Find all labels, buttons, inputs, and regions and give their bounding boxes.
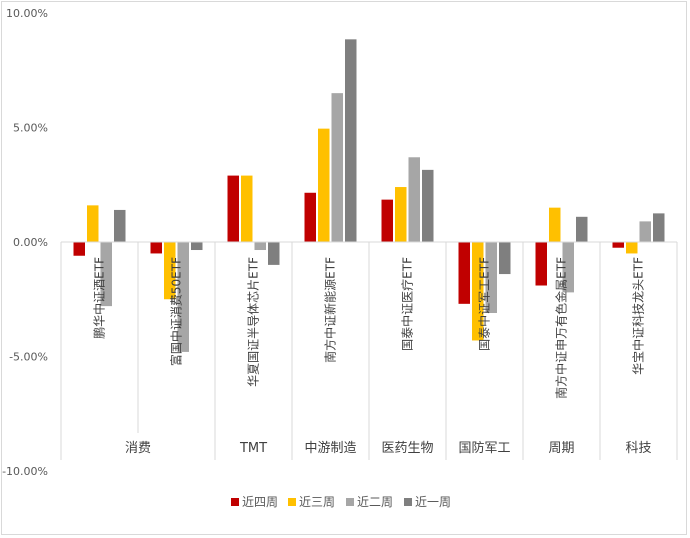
- group-label: 医药生物: [381, 441, 433, 456]
- bar: [562, 242, 574, 293]
- group-label: 周期: [548, 441, 574, 456]
- y-tick-label: 10.00%: [6, 7, 48, 20]
- group-label: 中游制造: [304, 441, 356, 456]
- legend-swatch: [288, 498, 296, 506]
- y-tick-label: -10.00%: [2, 465, 48, 478]
- y-tick-label: 0.00%: [13, 236, 48, 249]
- legend-swatch: [404, 498, 412, 506]
- bar: [73, 242, 85, 256]
- bar: [485, 242, 497, 313]
- bar: [345, 39, 357, 243]
- category-label: 南方中证申万有色金属ETF: [554, 257, 569, 399]
- category-label: 华夏国证半导体芯片ETF: [247, 257, 261, 387]
- bar: [227, 175, 239, 242]
- legend-swatch: [231, 498, 239, 506]
- legend-label: 近四周: [242, 495, 278, 509]
- legend-swatch: [346, 498, 354, 506]
- bar: [626, 242, 638, 254]
- category-label: 华宝中证科技龙头ETF: [631, 257, 646, 375]
- bar: [472, 242, 484, 341]
- bar: [576, 216, 588, 242]
- bar: [381, 199, 393, 242]
- bar: [535, 242, 547, 286]
- group-label: 消费: [125, 441, 151, 456]
- legend-label: 近三周: [299, 495, 335, 509]
- category-label: 富国中证消费50ETF: [169, 257, 184, 366]
- bar: [458, 242, 470, 304]
- bar: [549, 207, 561, 242]
- bar: [639, 221, 651, 242]
- bar: [653, 213, 665, 242]
- group-label: 科技: [625, 441, 651, 456]
- category-label: 南方中证新能源ETF: [323, 257, 338, 363]
- legend-label: 近二周: [357, 495, 393, 509]
- bar: [87, 205, 99, 242]
- bar: [177, 242, 189, 352]
- bar: [612, 242, 624, 248]
- bar: [304, 192, 316, 242]
- y-tick-label: -5.00%: [9, 351, 48, 364]
- group-label: TMT: [239, 441, 267, 456]
- category-label: 国泰中证军工ETF: [477, 257, 492, 351]
- bar: [254, 242, 266, 251]
- bar: [164, 242, 176, 300]
- bar: [191, 242, 203, 251]
- group-label: 国防军工: [458, 440, 510, 456]
- bar: [408, 157, 420, 242]
- bar: [100, 242, 112, 307]
- y-tick-label: 5.00%: [13, 122, 48, 135]
- bar: [331, 93, 343, 243]
- bar: [268, 242, 280, 265]
- category-label: 国泰中证医疗ETF: [400, 257, 415, 351]
- bar: [241, 175, 253, 242]
- bar: [395, 187, 407, 242]
- bar: [499, 242, 511, 275]
- category-label: 鹏华中证酒ETF: [92, 257, 107, 339]
- bar: [422, 169, 434, 242]
- legend-label: 近一周: [415, 495, 451, 509]
- bar: [150, 242, 162, 254]
- bar: [114, 209, 126, 242]
- bar: [318, 128, 330, 242]
